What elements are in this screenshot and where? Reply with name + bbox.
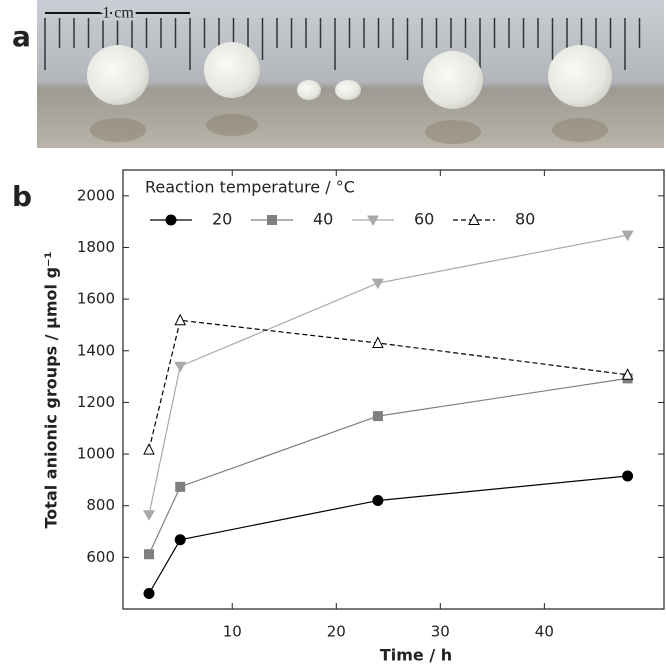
data-point xyxy=(622,470,634,482)
y-tick-label: 1400 xyxy=(77,341,115,359)
photo: 1 cm xyxy=(37,0,664,148)
legend-entry: 60 xyxy=(352,210,434,229)
legend-entry: 40 xyxy=(251,210,333,229)
legend-label: 20 xyxy=(212,210,232,229)
legend-label: 80 xyxy=(515,210,535,229)
y-tick-label: 600 xyxy=(86,548,115,566)
series-line xyxy=(148,319,628,450)
series-line xyxy=(148,377,628,555)
data-point xyxy=(143,510,156,521)
data-point xyxy=(143,588,155,600)
y-axis-label: Total anionic groups / µmol g⁻¹ xyxy=(42,252,61,529)
x-tick-label: 10 xyxy=(223,623,242,641)
legend-marker xyxy=(165,214,177,226)
x-tick-label: 40 xyxy=(535,623,554,641)
legend-label: 40 xyxy=(313,210,333,229)
legend-label: 60 xyxy=(414,210,434,229)
data-point xyxy=(174,534,186,546)
legend-entry: 80 xyxy=(453,210,535,229)
y-tick-label: 1800 xyxy=(77,238,115,256)
y-tick-label: 1000 xyxy=(77,445,115,463)
data-point xyxy=(174,361,187,373)
y-tick-label: 2000 xyxy=(77,186,115,204)
data-point xyxy=(372,411,383,422)
legend-marker xyxy=(267,215,277,225)
panel-label: a xyxy=(12,20,31,53)
series-line xyxy=(148,234,628,515)
y-tick-label: 1200 xyxy=(77,393,115,411)
legend-marker xyxy=(367,215,379,226)
y-tick-label: 1600 xyxy=(77,290,115,308)
y-tick-label: 800 xyxy=(86,496,115,514)
data-point xyxy=(174,313,187,326)
data-point xyxy=(371,278,384,290)
plot-frame xyxy=(122,169,665,610)
panel-label: b xyxy=(12,180,32,213)
data-point xyxy=(372,336,384,349)
legend-title: Reaction temperature / °C xyxy=(145,178,355,197)
x-axis-label: Time / h xyxy=(380,646,452,665)
x-tick-label: 30 xyxy=(431,623,450,641)
data-point xyxy=(175,481,186,492)
data-point xyxy=(372,495,384,507)
data-point xyxy=(621,230,634,242)
series-line xyxy=(148,475,628,594)
legend-marker xyxy=(468,213,480,225)
legend-entry: 20 xyxy=(150,210,232,229)
scale-bar-label: 1 cm xyxy=(102,5,134,22)
data-point xyxy=(144,549,155,560)
x-tick-label: 20 xyxy=(327,623,346,641)
data-point xyxy=(143,443,155,455)
data-point xyxy=(621,368,634,380)
